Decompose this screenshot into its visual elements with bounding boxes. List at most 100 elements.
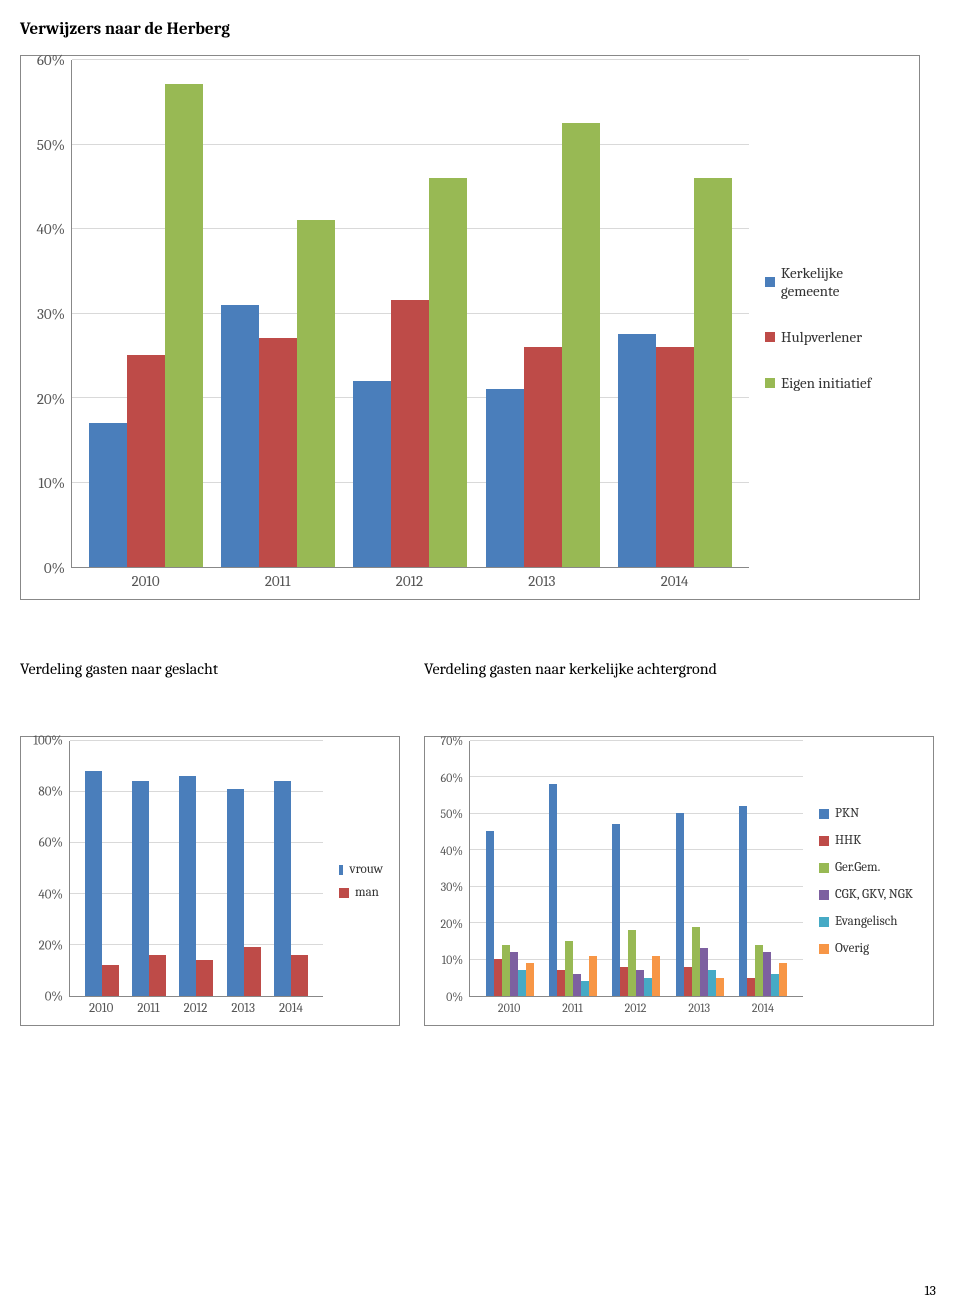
bar	[763, 952, 771, 996]
bar	[274, 781, 291, 996]
bar	[739, 806, 747, 996]
legend-item: man	[339, 885, 383, 900]
x-tick-label: 2011	[137, 1001, 159, 1016]
x-axis: 20102011201220132014	[71, 568, 749, 590]
bar	[494, 959, 502, 996]
bar	[391, 300, 429, 567]
legend-item: Hulpverlener	[765, 328, 903, 346]
bar	[716, 978, 724, 996]
bar-group	[85, 771, 119, 996]
legend: vrouw man	[323, 737, 399, 1025]
bar-group	[486, 123, 600, 568]
legend-swatch	[819, 944, 829, 954]
bar	[353, 381, 391, 567]
bar	[700, 948, 708, 996]
bar	[259, 338, 297, 567]
bar-group	[353, 178, 467, 567]
legend-item: CGK, GKV, NGK	[819, 887, 917, 902]
bar	[179, 776, 196, 996]
x-tick-label: 2013	[231, 1001, 255, 1016]
x-tick-label: 2014	[661, 572, 689, 590]
bar	[486, 389, 524, 567]
y-axis: 0%10%20%30%40%50%60%70%	[425, 741, 469, 997]
legend: PKNHHKGer.Gem.CGK, GKV, NGKEvangelischOv…	[803, 737, 933, 1025]
bar	[557, 970, 565, 996]
y-tick-label: 10%	[38, 474, 65, 492]
legend-label: Overig	[835, 941, 869, 956]
x-tick-label: 2012	[184, 1001, 208, 1016]
y-tick-label: 30%	[441, 880, 463, 894]
bar-group	[179, 776, 213, 996]
y-tick-label: 30%	[37, 305, 65, 323]
bar	[562, 123, 600, 568]
chart-verwijzers: 0%10%20%30%40%50%60%20102011201220132014…	[20, 55, 920, 600]
x-axis: 20102011201220132014	[69, 997, 323, 1016]
legend: Kerkelijke gemeente Hulpverlener Eigen ini…	[749, 56, 919, 599]
bar	[127, 355, 165, 567]
legend-swatch	[819, 809, 829, 819]
bar	[656, 347, 694, 567]
y-axis: 0%10%20%30%40%50%60%	[21, 60, 71, 568]
legend-swatch	[819, 917, 829, 927]
bar	[620, 967, 628, 996]
legend-item: HHK	[819, 833, 917, 848]
x-axis: 20102011201220132014	[469, 997, 803, 1015]
bar	[644, 978, 652, 996]
bar-group	[549, 784, 597, 996]
bar	[102, 965, 119, 996]
legend-swatch	[339, 865, 343, 875]
legend-item: Overig	[819, 941, 917, 956]
legend-label: vrouw	[349, 862, 383, 877]
bar	[85, 771, 102, 996]
bar-group	[676, 813, 724, 996]
x-tick-label: 2011	[265, 572, 291, 590]
bar	[244, 947, 261, 996]
legend-item: Evangelisch	[819, 914, 917, 929]
legend-label: PKN	[835, 806, 859, 821]
bar	[612, 824, 620, 996]
page-title: Verwijzers naar de Herberg	[20, 20, 940, 39]
chart-geslacht: 0%20%40%60%80%100%20102011201220132014vr…	[20, 736, 400, 1026]
y-tick-label: 40%	[440, 844, 463, 858]
y-tick-label: 60%	[37, 51, 65, 69]
bar	[549, 784, 557, 996]
y-tick-label: 20%	[440, 917, 463, 931]
legend-swatch	[339, 888, 349, 898]
bar	[692, 927, 700, 996]
bar	[628, 930, 636, 996]
bar	[676, 813, 684, 996]
legend-swatch	[765, 378, 775, 388]
x-tick-label: 2010	[498, 1001, 520, 1015]
x-tick-label: 2013	[688, 1001, 710, 1015]
bar	[526, 963, 534, 996]
bar	[573, 974, 581, 996]
legend-item: Eigen initiatief	[765, 374, 903, 392]
bar	[684, 967, 692, 996]
y-tick-label: 50%	[440, 807, 463, 821]
bar	[221, 305, 259, 567]
bar	[708, 970, 716, 996]
bar-group	[132, 781, 166, 996]
y-tick-label: 50%	[37, 136, 65, 154]
bar	[291, 955, 308, 996]
legend-swatch	[765, 332, 775, 342]
bar	[618, 334, 656, 567]
legend-item: vrouw	[339, 862, 383, 877]
legend-item: Kerkelijke gemeente	[765, 264, 903, 300]
bar	[771, 974, 779, 996]
bar	[636, 970, 644, 996]
bar	[518, 970, 526, 996]
bar	[779, 963, 787, 996]
legend-label: Eigen initiatief	[781, 374, 871, 392]
bar-group	[274, 781, 308, 996]
bar	[132, 781, 149, 996]
y-tick-label: 0%	[44, 559, 65, 577]
y-tick-label: 60%	[39, 836, 63, 851]
bar	[747, 978, 755, 996]
bar	[565, 941, 573, 996]
legend-item: PKN	[819, 806, 917, 821]
subtitle-kerkelijk: Verdeling gasten naar kerkelijke achterg…	[424, 660, 940, 678]
plot-area	[469, 741, 803, 997]
bar-group	[612, 824, 660, 996]
page-number: 13	[924, 1282, 936, 1299]
